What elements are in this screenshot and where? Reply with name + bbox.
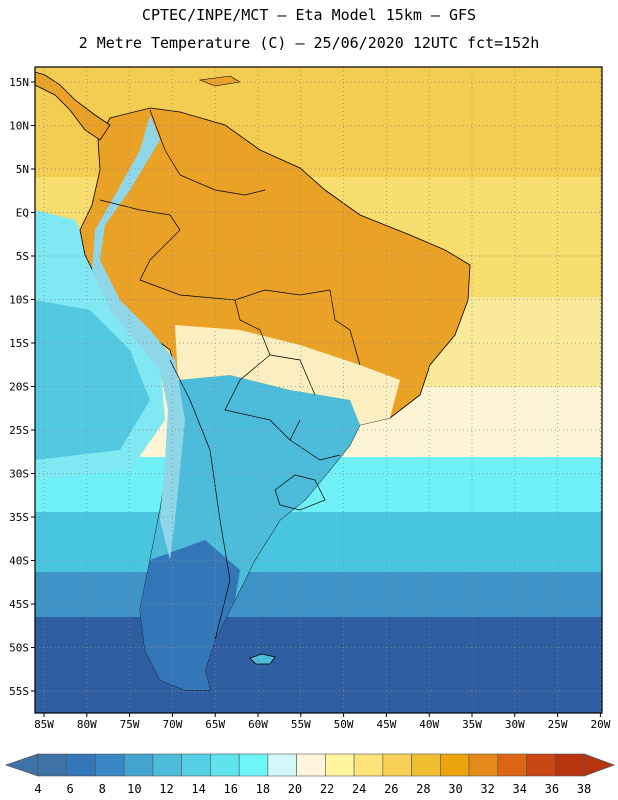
lon-label: 65W bbox=[205, 718, 225, 731]
colorbar-tick-label: 4 bbox=[34, 782, 41, 796]
colorbar-tick-label: 38 bbox=[577, 782, 591, 796]
colorbar-swatch bbox=[325, 753, 355, 777]
colorbar-tick-label: 14 bbox=[191, 782, 205, 796]
map-frame bbox=[34, 66, 603, 714]
colorbar-swatch bbox=[468, 753, 499, 777]
lon-label: 20W bbox=[590, 718, 610, 731]
lat-label: 55S bbox=[9, 685, 29, 698]
colorbar-swatch bbox=[296, 753, 326, 777]
lon-label: 60W bbox=[248, 718, 268, 731]
lon-label: 75W bbox=[120, 718, 140, 731]
lat-label: 15S bbox=[9, 337, 29, 350]
andes-cold-strip bbox=[92, 115, 185, 560]
temperature-map: 15N 10N 5N EQ 5S 10S 15S 20S 25S 30S 35S 40S 45S 50S 5… bbox=[9, 66, 611, 731]
longitude-labels: 85W 80W 75W 70W 65W 60W 55W 50W 45W 40W 35W 30W 25W 2… bbox=[34, 713, 611, 731]
colorbar-swatch bbox=[382, 753, 412, 777]
lat-label: 5N bbox=[16, 163, 29, 176]
transition-zone bbox=[175, 325, 400, 425]
ocean-band-mid bbox=[35, 572, 602, 617]
lon-label: 30W bbox=[505, 718, 525, 731]
lon-label: 55W bbox=[291, 718, 311, 731]
lon-label: 35W bbox=[462, 718, 482, 731]
country-borders bbox=[99, 109, 361, 641]
colorbar-swatch bbox=[181, 753, 211, 777]
colorbar-tick-label: 28 bbox=[416, 782, 430, 796]
lat-label: 15N bbox=[9, 76, 29, 89]
lat-label: 45S bbox=[9, 598, 29, 611]
lat-label: 10S bbox=[9, 294, 29, 307]
central-america bbox=[35, 71, 111, 141]
colorbar-tick-label: 18 bbox=[256, 782, 270, 796]
lat-label: 35S bbox=[9, 511, 29, 524]
lon-label: 70W bbox=[162, 718, 182, 731]
colorbar-swatch bbox=[238, 753, 269, 777]
lat-label: 5S bbox=[16, 250, 29, 263]
lat-label: 25S bbox=[9, 424, 29, 437]
lat-label: 30S bbox=[9, 468, 29, 481]
chart-title: CPTEC/INPE/MCT – Eta Model 15km – GFS bbox=[141, 6, 477, 24]
lon-label: 85W bbox=[34, 718, 54, 731]
lat-label: 50S bbox=[9, 642, 29, 655]
lon-label: 80W bbox=[77, 718, 97, 731]
colorbar-labels: 4 6 8 10 12 14 16 18 20 22 24 26 28 30 32 34 36 38 bbox=[34, 782, 591, 796]
map-fields bbox=[35, 67, 602, 713]
lat-label: EQ bbox=[16, 207, 29, 220]
colorbar-tick-label: 12 bbox=[159, 782, 173, 796]
colorbar-tick-label: 36 bbox=[545, 782, 559, 796]
lon-label: 40W bbox=[419, 718, 439, 731]
colorbar-tick-label: 20 bbox=[288, 782, 302, 796]
colorbar-swatch bbox=[353, 753, 384, 777]
caribbean-islands bbox=[198, 75, 241, 87]
colorbar-swatch bbox=[411, 753, 441, 777]
colorbar-swatch bbox=[526, 753, 556, 777]
pacific-cool-inner bbox=[35, 300, 150, 460]
colorbar-tick-label: 22 bbox=[320, 782, 334, 796]
grid-lines bbox=[35, 67, 602, 713]
lon-label: 45W bbox=[376, 718, 396, 731]
ocean-band-cold bbox=[35, 617, 602, 713]
lat-label: 40S bbox=[9, 555, 29, 568]
falkland-islands bbox=[249, 653, 276, 665]
colorbar-swatch bbox=[440, 753, 470, 777]
latitude-labels: 15N 10N 5N EQ 5S 10S 15S 20S 25S 30S 35S 40S 45S 50S 5… bbox=[9, 76, 35, 698]
colorbar: 4 6 8 10 12 14 16 18 20 22 24 26 28 30 32 34 36 38 bbox=[4, 753, 616, 796]
colorbar-swatch bbox=[37, 753, 68, 777]
colorbar-swatch bbox=[497, 753, 527, 777]
ocean-band-aqua bbox=[35, 512, 602, 572]
lat-label: 20S bbox=[9, 381, 29, 394]
colorbar-swatch bbox=[123, 753, 154, 777]
colorbar-swatch bbox=[66, 753, 96, 777]
colorbar-swatch bbox=[554, 753, 585, 777]
colorbar-tick-label: 24 bbox=[352, 782, 366, 796]
colorbar-tick-label: 10 bbox=[127, 782, 141, 796]
colorbar-tick-label: 30 bbox=[448, 782, 462, 796]
lat-label: 10N bbox=[9, 120, 29, 133]
colorbar-arrow-right bbox=[583, 753, 616, 777]
colorbar-swatch bbox=[267, 753, 297, 777]
colorbar-tick-label: 6 bbox=[67, 782, 74, 796]
colorbar-swatch bbox=[95, 753, 125, 777]
colorbar-swatch bbox=[210, 753, 240, 777]
lon-label: 25W bbox=[548, 718, 568, 731]
colorbar-tick-label: 8 bbox=[99, 782, 106, 796]
lon-label: 50W bbox=[334, 718, 354, 731]
colorbar-tick-label: 34 bbox=[513, 782, 527, 796]
chart-subtitle: 2 Metre Temperature (C) – 25/06/2020 12U… bbox=[78, 34, 540, 52]
colorbar-boxes bbox=[4, 753, 616, 777]
colorbar-tick-label: 32 bbox=[480, 782, 494, 796]
colorbar-swatch bbox=[152, 753, 182, 777]
colorbar-tick-label: 16 bbox=[223, 782, 237, 796]
colorbar-tick-label: 26 bbox=[384, 782, 398, 796]
colorbar-arrow-left bbox=[4, 753, 39, 777]
patagonia-cold bbox=[140, 540, 240, 690]
